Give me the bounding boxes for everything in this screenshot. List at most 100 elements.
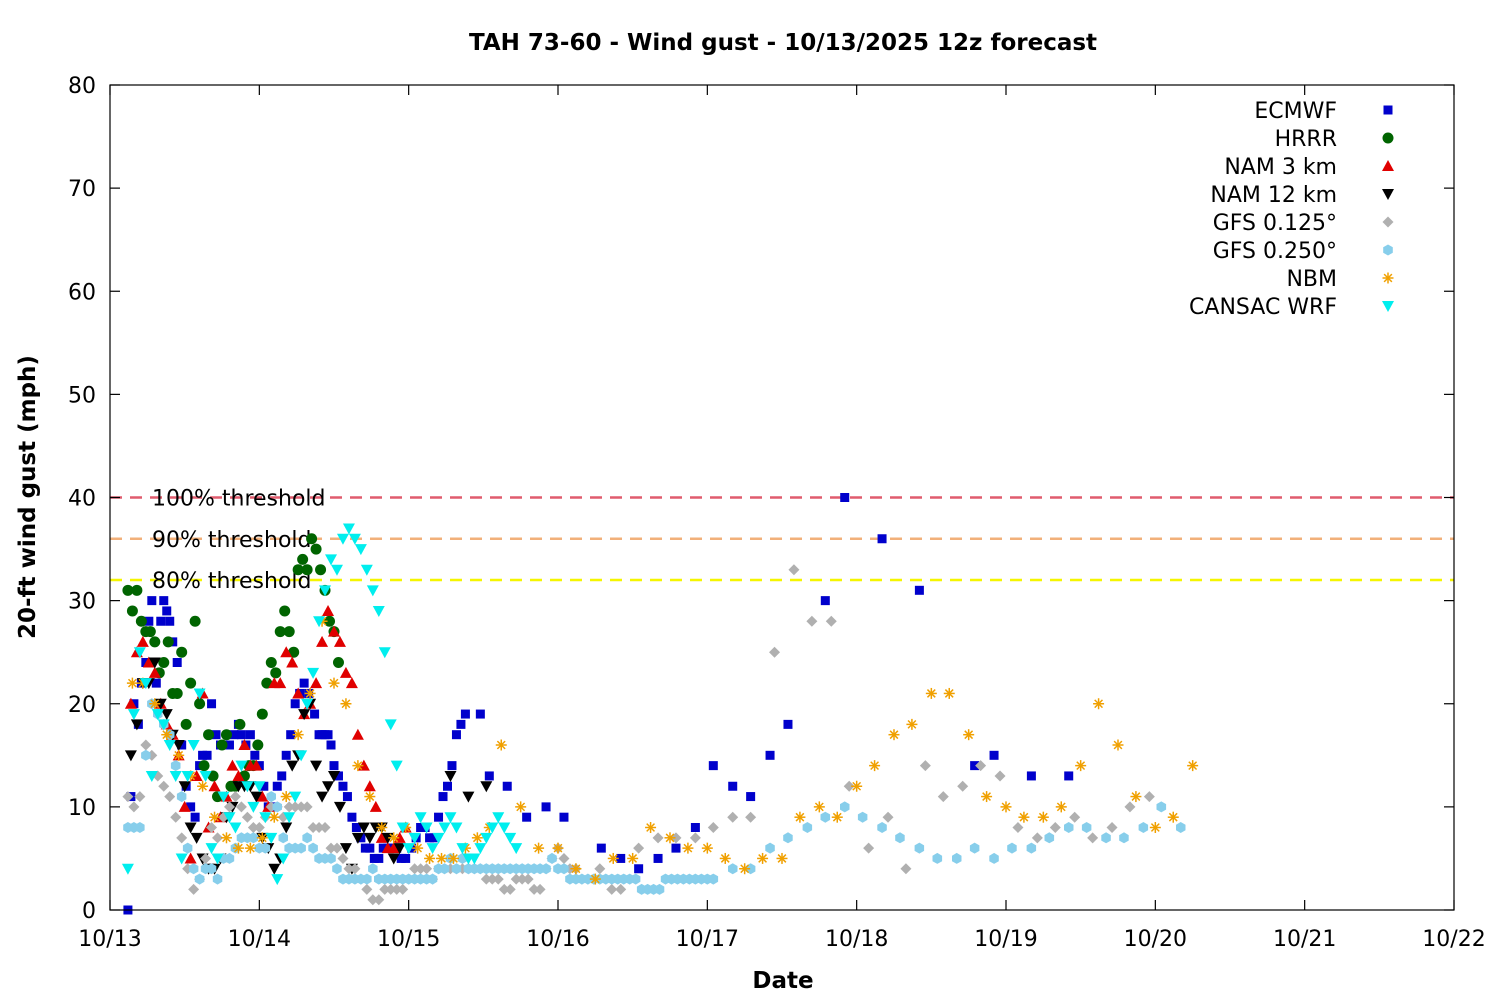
data-point	[329, 761, 339, 771]
data-point	[260, 842, 271, 854]
data-point	[232, 842, 244, 854]
data-point-stroke	[608, 854, 618, 863]
data-point	[366, 585, 379, 597]
data-point	[630, 873, 641, 885]
data-point	[333, 771, 343, 781]
data-point	[323, 730, 333, 740]
data-point	[134, 791, 146, 803]
data-point	[144, 616, 154, 626]
data-point	[286, 656, 299, 668]
data-point	[363, 832, 376, 844]
data-point	[596, 843, 606, 853]
data-point	[271, 874, 284, 886]
data-point	[193, 688, 206, 700]
data-point	[272, 801, 282, 813]
data-point	[486, 873, 498, 885]
data-point	[969, 842, 980, 854]
data-point	[292, 687, 305, 699]
data-point	[289, 801, 301, 813]
data-point	[607, 852, 619, 864]
legend-label: HRRR	[1275, 127, 1337, 152]
data-point	[1156, 801, 1167, 813]
data-point-stroke	[281, 792, 291, 801]
data-point	[277, 771, 287, 781]
data-point	[989, 750, 999, 760]
data-point	[375, 831, 388, 843]
data-point	[176, 646, 188, 658]
data-point	[328, 677, 340, 689]
data-point	[393, 843, 406, 855]
data-point	[480, 832, 493, 844]
data-point	[349, 863, 361, 875]
legend-marker	[1382, 132, 1394, 144]
data-point	[701, 842, 713, 854]
data-point	[362, 873, 372, 885]
data-point	[498, 822, 511, 834]
data-point	[272, 781, 282, 791]
legend-label: GFS 0.250°	[1213, 239, 1337, 264]
data-point-stroke	[832, 812, 842, 822]
data-point	[352, 760, 364, 772]
data-point	[1081, 822, 1092, 833]
data-point	[552, 842, 564, 854]
data-point	[161, 729, 173, 741]
data-point	[259, 781, 269, 791]
data-point	[794, 811, 806, 823]
data-point	[310, 677, 323, 689]
data-point	[256, 708, 268, 720]
data-point	[516, 873, 528, 885]
y-tick-label: 0	[82, 899, 96, 924]
data-point-stroke	[377, 823, 387, 832]
data-point	[589, 873, 601, 885]
data-point	[128, 801, 140, 813]
data-point	[220, 729, 232, 741]
data-point	[1167, 811, 1179, 823]
data-point	[145, 770, 158, 782]
data-point	[250, 750, 260, 760]
data-point	[185, 677, 197, 689]
x-tick-label: 10/16	[526, 927, 589, 952]
legend-label: ECMWF	[1254, 99, 1337, 124]
data-point	[315, 564, 327, 576]
legend-marker	[1383, 105, 1393, 115]
data-point	[139, 678, 152, 690]
data-point	[504, 883, 516, 895]
data-point	[776, 852, 788, 864]
data-point	[671, 843, 681, 853]
data-point	[943, 687, 955, 699]
x-tick-label: 10/13	[78, 927, 141, 952]
data-point	[165, 616, 175, 626]
data-point	[232, 769, 245, 781]
data-point	[280, 822, 293, 834]
data-point	[186, 802, 196, 812]
data-point	[238, 739, 251, 750]
data-point	[559, 863, 569, 875]
data-point	[387, 842, 400, 854]
data-point	[368, 863, 378, 875]
x-tick-label: 10/22	[1422, 927, 1485, 952]
x-tick-label: 10/18	[825, 927, 888, 952]
data-point	[253, 822, 265, 833]
data-point	[475, 709, 485, 719]
data-point-stroke	[683, 843, 693, 853]
data-point	[283, 812, 296, 824]
data-point	[301, 698, 314, 710]
data-point	[843, 780, 855, 792]
data-point	[266, 791, 276, 803]
data-point-stroke	[162, 730, 172, 740]
data-point	[424, 852, 436, 864]
data-point	[1138, 822, 1149, 833]
data-point	[498, 883, 510, 895]
data-point	[270, 667, 282, 679]
data-point	[397, 883, 409, 895]
data-point	[436, 852, 448, 864]
data-point-stroke	[889, 730, 899, 740]
data-point	[216, 739, 228, 751]
data-point	[229, 730, 239, 740]
data-point	[199, 770, 212, 782]
data-point	[194, 873, 205, 885]
data-point-stroke	[1019, 812, 1029, 822]
data-point	[633, 842, 645, 854]
data-point	[234, 718, 246, 730]
data-point	[176, 791, 187, 803]
